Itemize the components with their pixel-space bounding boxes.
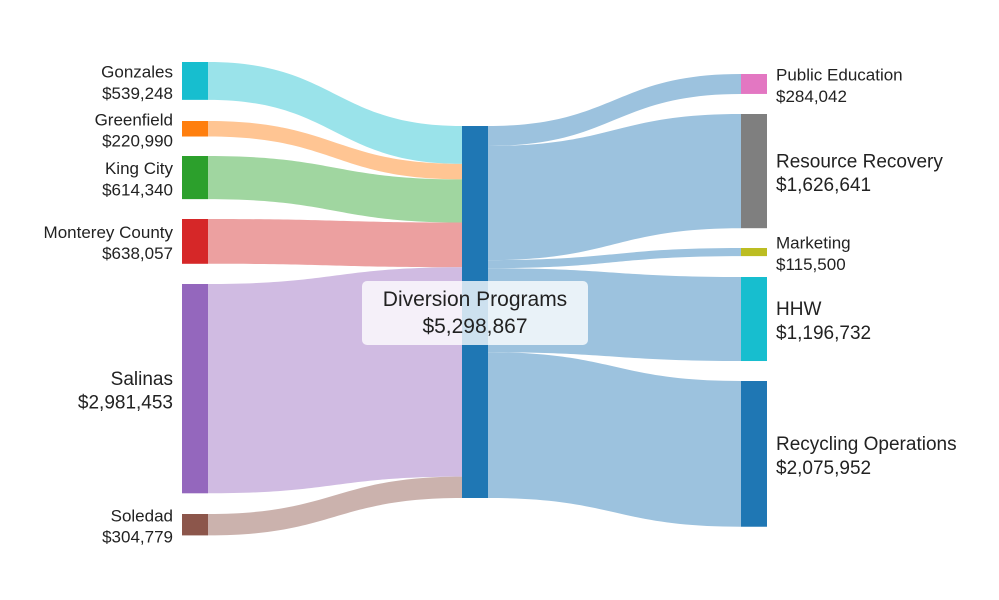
source-label-value: $614,340 — [102, 180, 173, 199]
target-label-name: Marketing — [776, 234, 851, 253]
source-label-name: Gonzales — [101, 63, 173, 82]
source-label-name: Monterey County — [44, 223, 174, 242]
inflow-link — [208, 156, 462, 223]
target-node — [741, 114, 767, 229]
target-label-value: $115,500 — [776, 255, 846, 274]
center-label-box — [362, 281, 588, 345]
target-node — [741, 248, 767, 257]
center-label-name: Diversion Programs — [383, 288, 567, 311]
source-node — [182, 121, 208, 137]
source-node — [182, 284, 208, 494]
target-label-name: HHW — [776, 299, 821, 320]
inflow-link — [208, 62, 462, 164]
inflow-link — [208, 219, 462, 268]
target-label-value: $284,042 — [776, 87, 847, 106]
center-label-value: $5,298,867 — [422, 315, 527, 338]
source-label-value: $638,057 — [102, 244, 173, 263]
outflow-link — [488, 114, 741, 261]
target-label-value: $1,626,641 — [776, 175, 871, 196]
outflow-link — [488, 248, 741, 269]
inflow-link — [208, 476, 462, 536]
source-label-value: $220,990 — [102, 132, 173, 151]
source-node — [182, 219, 208, 264]
outflow-link — [488, 74, 741, 146]
outflow-link — [488, 352, 741, 527]
source-label-name: Greenfield — [95, 110, 173, 129]
source-label-name: Soledad — [111, 506, 173, 525]
target-label-name: Resource Recovery — [776, 151, 943, 172]
target-label-name: Recycling Operations — [776, 434, 957, 455]
target-node — [741, 381, 767, 527]
target-label-value: $2,075,952 — [776, 458, 871, 479]
source-label-value: $539,248 — [102, 84, 173, 103]
source-label-name: Salinas — [111, 369, 173, 390]
source-label-value: $304,779 — [102, 528, 173, 547]
target-label-name: Public Education — [776, 66, 903, 85]
source-node — [182, 514, 208, 536]
target-label-value: $1,196,732 — [776, 323, 871, 344]
source-node — [182, 156, 208, 200]
target-node — [741, 277, 767, 362]
source-label-value: $2,981,453 — [78, 393, 173, 414]
source-node — [182, 62, 208, 100]
inflow-link — [208, 121, 462, 180]
target-node — [741, 74, 767, 94]
source-label-name: King City — [105, 159, 174, 178]
